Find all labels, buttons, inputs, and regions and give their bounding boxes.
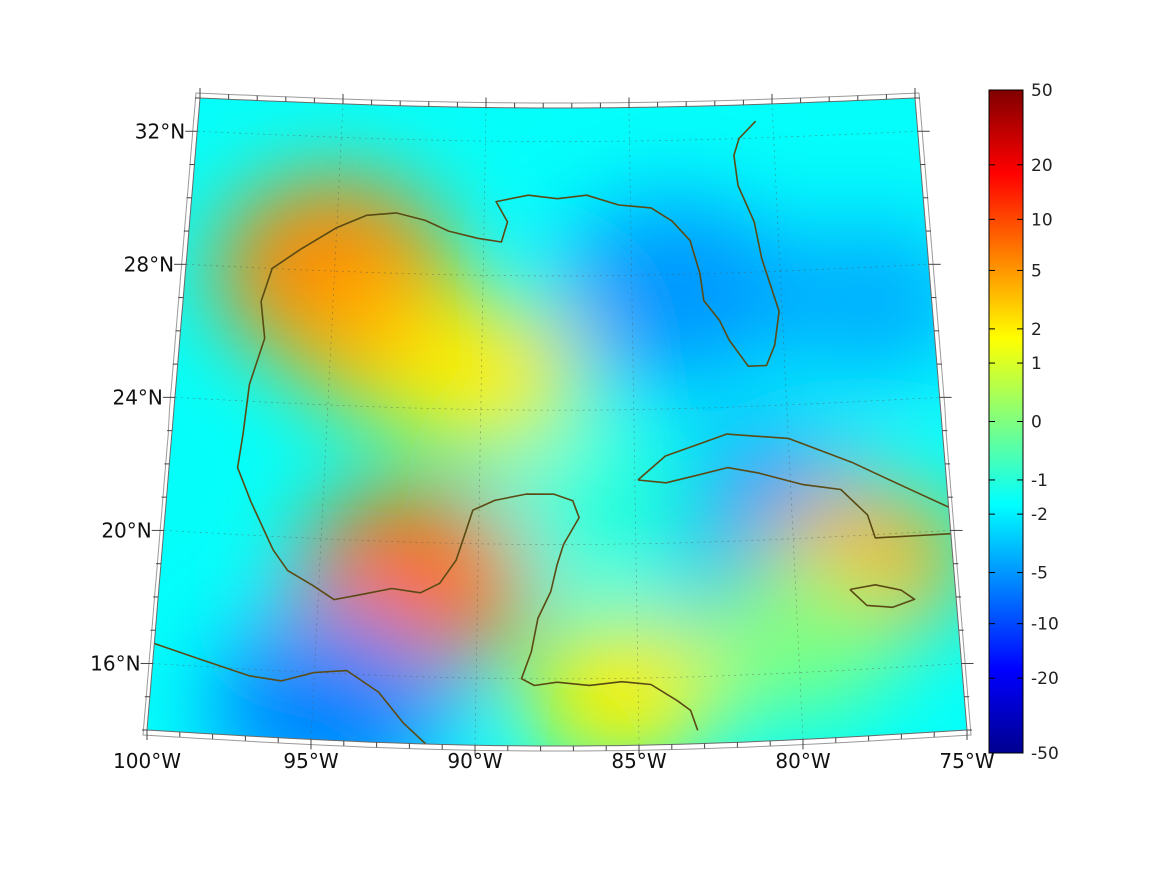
field-region-yucatan-channel (504, 430, 705, 591)
meridian-line (474, 107, 487, 746)
meridian-line (628, 107, 640, 746)
field-region-pacific-low (210, 611, 448, 746)
lat-label: 24°N (112, 385, 162, 409)
meridian-line (310, 103, 344, 740)
lon-label: 90°W (447, 749, 502, 773)
lon-label: 80°W (775, 749, 830, 773)
field-region-florida-low (557, 196, 796, 387)
colorbar-tick-label: 0 (1031, 413, 1042, 433)
colorbar-tick-label: -5 (1031, 564, 1048, 584)
colorbar-tick-label: -1 (1031, 471, 1048, 491)
map-area (147, 98, 967, 746)
meridian-line (771, 103, 804, 740)
colorbar-tick-label: -50 (1031, 744, 1059, 764)
lat-label: 16°N (90, 651, 140, 675)
colorbar-tick-label: 10 (1031, 210, 1053, 230)
field-region-central-gulf (381, 296, 582, 457)
map-frame-outer (142, 92, 972, 752)
field-region-atlantic-low (771, 220, 967, 381)
lat-label: 20°N (101, 518, 151, 542)
coastline-mexico-coast (236, 338, 699, 731)
coastline-pacific-coast (154, 642, 427, 745)
axis-labels: 100°W 95°W 90°W 85°W 80°W 75°W 16°N 20°N 24°N 28°… (90, 119, 995, 773)
coastline-gulf-coast (260, 120, 780, 367)
parallel-line (197, 130, 918, 142)
lon-label: 100°W (113, 749, 181, 773)
lon-label: 75°W (939, 749, 994, 773)
colorbar-tick-label: -10 (1031, 615, 1059, 635)
lat-label: 32°N (135, 119, 185, 143)
parallel-line (186, 263, 929, 277)
colorbar-tick-label: -2 (1031, 505, 1048, 525)
colorbar-tick-label: 5 (1031, 261, 1042, 281)
frame-ticks (140, 88, 974, 756)
colorbar-tick-label: 2 (1031, 320, 1042, 340)
colorbar-tick-label: 1 (1031, 354, 1042, 374)
field-layer (210, 176, 967, 746)
field-region-honduras-high (521, 611, 722, 746)
colorbar-tick-label: 20 (1031, 156, 1053, 176)
lon-label: 85°W (611, 749, 666, 773)
coastline-cuba (637, 433, 967, 539)
lat-label: 28°N (124, 252, 174, 276)
lon-label: 95°W (283, 749, 338, 773)
colorbar-tick-label: -20 (1031, 669, 1059, 689)
colorbar-tick-label: 50 (1031, 81, 1053, 101)
parallel-line (174, 397, 940, 411)
coastline-jamaica (849, 584, 916, 609)
coastlines (154, 120, 967, 745)
field-region-western-caribbean (698, 559, 899, 720)
